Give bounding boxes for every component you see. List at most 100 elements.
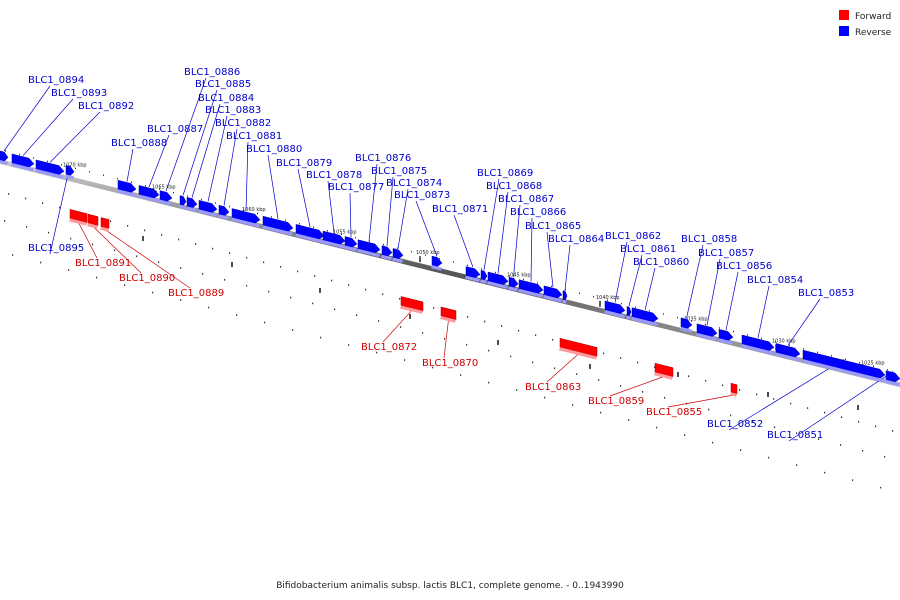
gene-label[interactable]: BLC1_0862 — [605, 231, 661, 242]
gene-arrow[interactable] — [543, 285, 563, 299]
gene-arrow[interactable] — [480, 269, 488, 281]
gene-label[interactable]: BLC1_0877 — [328, 182, 384, 193]
gene-arrow[interactable] — [518, 279, 544, 294]
gene-label[interactable]: BLC1_0870 — [422, 358, 478, 369]
track-dot — [824, 411, 826, 414]
gene-label[interactable]: BLC1_0865 — [525, 221, 581, 232]
gene-arrow[interactable] — [295, 224, 325, 240]
leader-line — [78, 222, 98, 259]
gene-arrow[interactable] — [65, 165, 75, 176]
gene-arrow[interactable] — [392, 248, 404, 260]
gene-label[interactable]: BLC1_0866 — [510, 207, 566, 218]
gene-arrow[interactable] — [159, 190, 173, 202]
gene-label[interactable]: BLC1_0893 — [51, 88, 107, 99]
leader-line — [787, 298, 821, 346]
gene-label[interactable]: BLC1_0878 — [306, 170, 362, 181]
gene-arrow[interactable] — [730, 382, 738, 395]
gene-arrow[interactable] — [117, 179, 137, 193]
gene-arrow[interactable] — [0, 150, 9, 162]
gene-arrow[interactable] — [718, 328, 734, 341]
gene-label[interactable]: BLC1_0890 — [119, 273, 175, 284]
gene-label[interactable]: BLC1_0858 — [681, 234, 737, 245]
gene-arrow-shadow — [543, 294, 562, 303]
gene-arrow[interactable] — [186, 197, 198, 209]
gene-label[interactable]: BLC1_0857 — [698, 248, 754, 259]
gene-arrow[interactable] — [604, 300, 626, 315]
gene-label[interactable]: BLC1_0863 — [525, 382, 581, 393]
gene-arrow-shadow — [159, 199, 172, 206]
track-dot — [314, 275, 316, 277]
gene-label[interactable]: BLC1_0872 — [361, 342, 417, 353]
gene-label[interactable]: BLC1_0869 — [477, 168, 533, 179]
gene-label[interactable]: BLC1_0860 — [633, 257, 689, 268]
gene-arrow[interactable] — [802, 349, 886, 379]
gene-label[interactable]: BLC1_0892 — [78, 101, 134, 112]
gene-arrow[interactable] — [262, 215, 294, 232]
gene-label[interactable]: BLC1_0855 — [646, 407, 702, 418]
gene-label[interactable]: BLC1_0887 — [147, 124, 203, 135]
track-dot — [5, 150, 6, 152]
gene-label[interactable]: BLC1_0856 — [716, 261, 772, 272]
gene-label[interactable]: BLC1_0895 — [28, 243, 84, 254]
gene-arrow[interactable] — [465, 266, 481, 279]
gene-label[interactable]: BLC1_0891 — [75, 258, 131, 269]
gene-arrow[interactable] — [138, 185, 160, 199]
gene-label[interactable]: BLC1_0876 — [355, 153, 411, 164]
gene-label[interactable]: BLC1_0871 — [432, 204, 488, 215]
gene-arrow-shadow — [117, 189, 136, 197]
track-dot — [467, 264, 468, 267]
gene-arrow[interactable] — [775, 343, 801, 358]
gene-arrow[interactable] — [322, 230, 346, 245]
gene-arrow[interactable] — [680, 317, 693, 329]
gene-label[interactable]: BLC1_0886 — [184, 67, 240, 78]
gene-label[interactable]: BLC1_0868 — [486, 181, 542, 192]
gene-arrow[interactable] — [741, 334, 775, 351]
kbp-tick-label: 1050 kbp — [416, 250, 440, 256]
gene-arrow[interactable] — [508, 276, 519, 288]
gene-arrow[interactable] — [631, 307, 659, 323]
gene-label[interactable]: BLC1_0885 — [195, 79, 251, 90]
gene-label[interactable]: BLC1_0883 — [205, 105, 261, 116]
gene-label[interactable]: BLC1_0880 — [246, 144, 302, 155]
gene-label[interactable]: BLC1_0854 — [747, 275, 803, 286]
gene-label[interactable]: BLC1_0852 — [707, 419, 763, 430]
gene-label[interactable]: BLC1_0894 — [28, 75, 84, 86]
leader-line — [757, 285, 770, 339]
gene-label[interactable]: BLC1_0889 — [168, 288, 224, 299]
gene-label[interactable]: BLC1_0874 — [386, 178, 442, 189]
gene-arrow[interactable] — [179, 195, 187, 206]
gene-arrow[interactable] — [35, 159, 65, 175]
track-dot — [397, 247, 398, 249]
gene-label[interactable]: BLC1_0879 — [276, 158, 332, 169]
gene-arrow[interactable] — [626, 306, 632, 317]
gene-arrow[interactable] — [344, 236, 358, 248]
gene-label[interactable]: BLC1_0859 — [588, 396, 644, 407]
gene-arrow-shadow — [508, 286, 518, 292]
gene-label[interactable]: BLC1_0853 — [798, 288, 854, 299]
gene-arrow[interactable] — [562, 290, 568, 301]
gene-arrow[interactable] — [487, 271, 509, 286]
gene-label[interactable]: BLC1_0867 — [498, 194, 554, 205]
gene-label[interactable]: BLC1_0881 — [226, 131, 282, 142]
track-dot — [768, 456, 770, 459]
gene-arrow[interactable] — [231, 208, 261, 224]
gene-label[interactable]: BLC1_0882 — [215, 118, 271, 129]
leader-line — [667, 394, 735, 408]
gene-label[interactable]: BLC1_0888 — [111, 138, 167, 149]
gene-arrow[interactable] — [198, 200, 218, 213]
gene-arrow[interactable] — [218, 204, 230, 216]
gene-arrow[interactable] — [431, 255, 443, 267]
gene-label[interactable]: BLC1_0864 — [548, 234, 604, 245]
gene-arrow-shadow — [11, 162, 34, 172]
gene-label[interactable]: BLC1_0861 — [620, 244, 676, 255]
gene-label[interactable]: BLC1_0851 — [767, 430, 823, 441]
gene-arrow[interactable] — [381, 245, 393, 257]
gene-label[interactable]: BLC1_0884 — [198, 93, 254, 104]
gene-label[interactable]: BLC1_0875 — [371, 166, 427, 177]
gene-arrow[interactable] — [696, 323, 718, 337]
gene-arrow[interactable] — [11, 153, 35, 168]
gene-arrow-shadow — [295, 233, 324, 244]
gene-label[interactable]: BLC1_0873 — [394, 190, 450, 201]
gene-arrow[interactable] — [885, 370, 900, 383]
gene-arrow[interactable] — [357, 239, 381, 254]
